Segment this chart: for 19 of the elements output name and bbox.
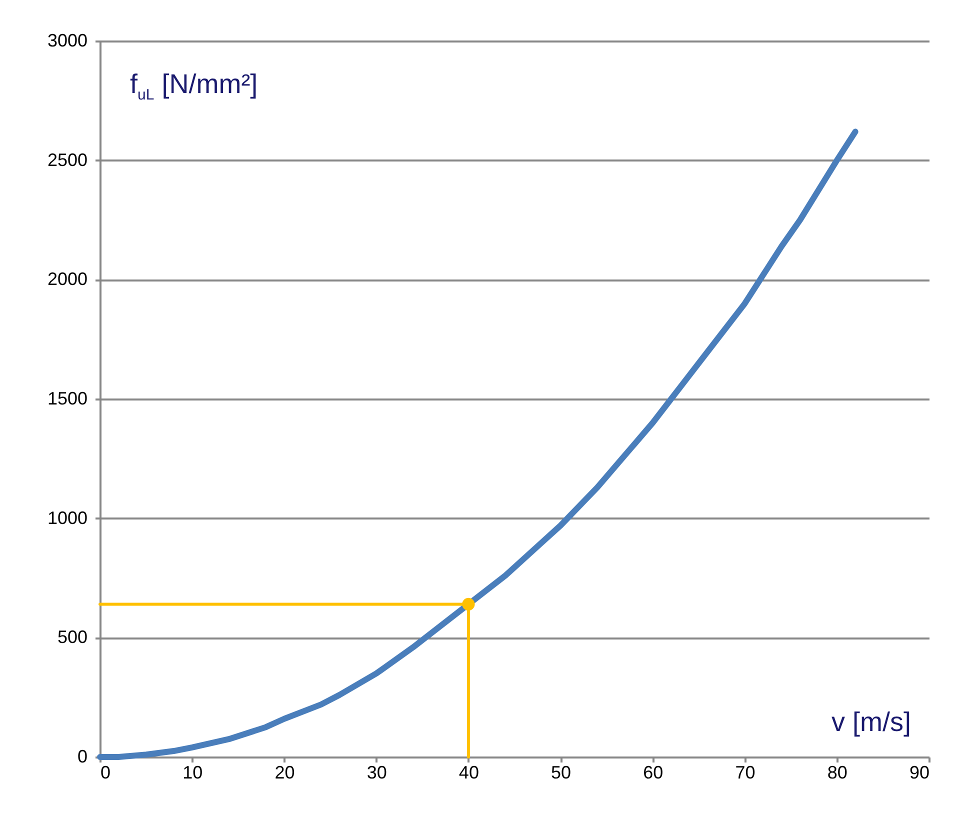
- x-tick-label: 40: [458, 762, 479, 782]
- x-tick-label: 20: [274, 762, 295, 782]
- y-tick-label: 1500: [47, 388, 88, 408]
- y-tick-label: 0: [77, 746, 88, 766]
- y-tick-label: 3000: [47, 30, 88, 50]
- x-tick-label: 80: [827, 762, 848, 782]
- x-tick-label: 50: [551, 762, 572, 782]
- x-tick-label: 0: [100, 762, 111, 782]
- x-tick-label: 10: [182, 762, 203, 782]
- x-tick-label: 70: [735, 762, 756, 782]
- x-axis-title: v [m/s]: [830, 707, 913, 738]
- x-tick-label: 30: [366, 762, 387, 782]
- y-tick-label: 1000: [47, 508, 88, 528]
- y-tick-label: 2000: [47, 269, 88, 290]
- y-tick-label: 500: [57, 627, 88, 648]
- y-axis-title: f$_{uL}$ [N/mm²]: [128, 69, 260, 104]
- y-tick-label: 2500: [47, 150, 88, 170]
- x-tick-label: 60: [643, 762, 664, 782]
- x-tick-label: 90: [909, 762, 930, 782]
